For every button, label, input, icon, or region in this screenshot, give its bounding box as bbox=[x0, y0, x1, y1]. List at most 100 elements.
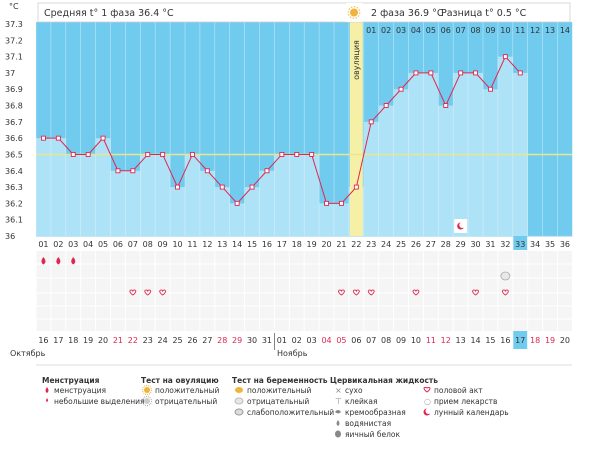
date-label: 07 bbox=[366, 336, 376, 345]
date-label: 03 bbox=[307, 336, 317, 345]
temp-bar bbox=[214, 187, 230, 236]
date-label: 02 bbox=[292, 336, 302, 345]
cycle-day-label: 35 bbox=[545, 240, 555, 249]
cycle-day-label: 01 bbox=[38, 240, 48, 249]
y-tick-label: 36.2 bbox=[5, 199, 23, 208]
dpo-label: 10 bbox=[500, 26, 510, 35]
date-label: 13 bbox=[456, 336, 466, 345]
temp-bar bbox=[65, 154, 81, 236]
phase1-avg-label: Средняя t° 1 фаза 36.4 °C bbox=[44, 8, 174, 19]
temp-bar bbox=[155, 154, 171, 236]
legend-menstruation-title: Менструация bbox=[42, 376, 100, 385]
cycle-day-label: 12 bbox=[202, 240, 212, 249]
cycle-day-label: 22 bbox=[351, 240, 361, 249]
temp-point bbox=[383, 103, 389, 108]
y-tick-label: 37.1 bbox=[5, 53, 23, 62]
temp-bar bbox=[36, 138, 51, 236]
cycle-day-label: 11 bbox=[187, 240, 197, 249]
temp-bar bbox=[170, 187, 185, 236]
dpo-label: 05 bbox=[426, 26, 436, 35]
month-november: Ноябрь bbox=[277, 349, 308, 358]
legend-intercourse: половой акт bbox=[434, 386, 483, 395]
temp-point bbox=[353, 184, 359, 190]
dpo-label: 08 bbox=[470, 26, 480, 35]
legend-menstruation-item: менструация bbox=[54, 386, 106, 395]
moon-cutout bbox=[459, 222, 466, 228]
current-day-highlight bbox=[513, 236, 528, 250]
test-weak-icon bbox=[234, 408, 244, 416]
temp-point bbox=[249, 184, 255, 190]
blood-drop-icon bbox=[45, 387, 49, 393]
legend-cervical-watery: водянистая bbox=[345, 419, 391, 428]
temp-point bbox=[100, 135, 106, 141]
date-label: 18 bbox=[530, 336, 540, 345]
temp-bar bbox=[95, 138, 111, 236]
temp-bar bbox=[229, 203, 245, 236]
legend-preg-weak: слабоположительный bbox=[247, 408, 334, 417]
cycle-day-label: 32 bbox=[500, 240, 510, 249]
legend-cervical-creamy: кремообразная bbox=[345, 408, 406, 417]
temp-point bbox=[458, 70, 464, 76]
temp-bar bbox=[259, 170, 275, 236]
date-label: 29 bbox=[232, 336, 242, 345]
heart-icon bbox=[129, 289, 137, 296]
dpo-label: 03 bbox=[396, 26, 406, 35]
cycle-day-label: 15 bbox=[247, 240, 257, 249]
date-label: 28 bbox=[217, 336, 227, 345]
date-label: 19 bbox=[545, 336, 555, 345]
phase2-avg-label: 2 фаза 36.9 °C bbox=[371, 8, 444, 19]
dpo-label: 04 bbox=[411, 26, 421, 35]
date-label: 27 bbox=[202, 336, 212, 345]
temp-bar bbox=[289, 154, 305, 236]
cycle-day-label: 20 bbox=[321, 240, 331, 249]
temp-point bbox=[219, 184, 225, 190]
legend-lunar: лунный календарь bbox=[434, 408, 509, 417]
svg-text:○: ○ bbox=[424, 397, 431, 406]
temp-point bbox=[175, 184, 181, 190]
temp-bar bbox=[483, 89, 498, 236]
date-label: 09 bbox=[396, 336, 406, 345]
temp-point bbox=[368, 119, 374, 125]
cycle-day-label: 24 bbox=[381, 240, 391, 249]
temp-point bbox=[145, 152, 151, 157]
y-tick-label: 37.3 bbox=[5, 20, 23, 29]
dpo-label: 06 bbox=[441, 26, 451, 35]
cycle-day-label: 28 bbox=[441, 240, 451, 249]
legend-pregnancy-test-title: Тест на беременность bbox=[232, 376, 328, 385]
dpo-label: 01 bbox=[366, 26, 376, 35]
difference-label: Разница t° 0.5 °C bbox=[441, 8, 527, 19]
cycle-day-label: 36 bbox=[560, 240, 570, 249]
heart-icon bbox=[144, 289, 152, 296]
temp-point bbox=[294, 152, 300, 157]
creamy-icon bbox=[335, 410, 341, 414]
temp-bar bbox=[497, 56, 513, 236]
date-label: 17 bbox=[53, 336, 63, 345]
dpo-label: 09 bbox=[485, 26, 495, 35]
y-tick-label: 36.7 bbox=[5, 118, 23, 127]
heart-icon bbox=[501, 289, 509, 296]
temp-point bbox=[488, 86, 493, 92]
temp-point bbox=[115, 168, 121, 174]
temp-point bbox=[70, 152, 76, 157]
sun-positive-icon bbox=[142, 385, 152, 395]
cycle-day-label: 03 bbox=[68, 240, 78, 249]
cycle-day-label: 13 bbox=[217, 240, 227, 249]
cycle-day-label: 17 bbox=[277, 240, 287, 249]
legend-ovulation-test-title: Тест на овуляцию bbox=[141, 376, 219, 385]
watery-icon bbox=[336, 420, 340, 426]
legend-cervical-title: Цервикальная жидкость bbox=[330, 376, 438, 385]
date-label: 20 bbox=[98, 336, 108, 345]
temp-bar bbox=[199, 170, 215, 236]
temp-bar bbox=[185, 154, 200, 236]
temp-point bbox=[55, 135, 61, 141]
temp-point bbox=[189, 152, 195, 157]
ovulation-column bbox=[349, 3, 363, 236]
legend: Менструация менструация небольшие выделе… bbox=[42, 376, 509, 439]
today-highlight bbox=[513, 331, 528, 349]
cycle-day-label: 14 bbox=[232, 240, 242, 249]
y-tick-label: 36.3 bbox=[5, 183, 23, 192]
legend-ov-positive: положительный bbox=[155, 386, 220, 395]
y-tick-label: 36.9 bbox=[5, 85, 23, 94]
date-label: 11 bbox=[426, 336, 436, 345]
